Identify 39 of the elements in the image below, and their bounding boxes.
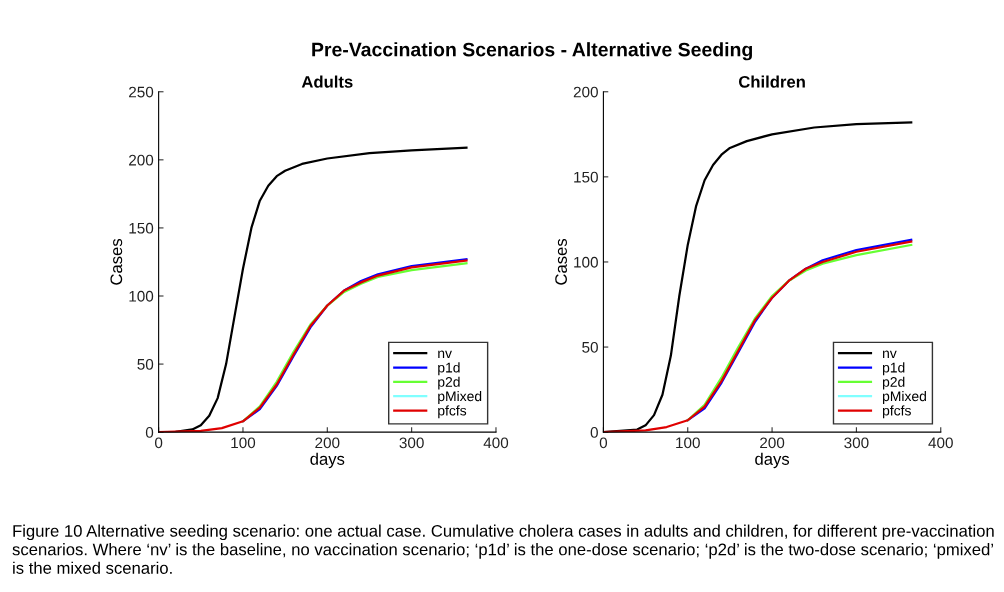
legend-label: p2d [882,376,905,390]
x-axis-title: days [755,452,790,469]
x-tick-label: 400 [928,437,953,449]
y-tick-label: 100 [129,290,154,302]
chart-title: Children [738,75,805,88]
y-tick-label: 0 [145,427,154,438]
y-tick-label: 200 [573,86,598,98]
y-tick-label: 150 [129,222,154,234]
legend-label: pMixed [438,390,482,404]
y-tick-label: 50 [137,358,154,370]
x-tick-label: 0 [599,437,608,449]
caption: Figure 10 Alternative seeding scenario: one actual case. Cumulative cholera cases in adults and children, for different pre-vaccination scenarios. Where ‘nv’ is the baseline, no vaccination scenario; ‘p1d’ is the one-dose scenario; ‘p2d’ is the two-dose scenario; ‘pmixed’ is the mixed scenario. [12,524,994,574]
y-tick-label: 100 [574,256,598,268]
y-tick-label: 50 [582,341,598,353]
y-tick-label: 150 [574,171,598,183]
legend-label: p1d [438,362,460,376]
y-tick-label: 250 [129,86,154,98]
x-tick-label: 400 [483,437,509,449]
x-tick-label: 100 [676,437,700,449]
y-tick-label: 200 [129,154,154,166]
x-tick-label: 300 [399,437,424,449]
x-tick-label: 100 [231,437,256,449]
y-tick-label: 0 [590,427,598,438]
legend-label: p1d [882,362,905,376]
legend-label: pfcfs [438,405,467,419]
x-tick-label: 200 [315,437,340,449]
y-axis-title: Cases [110,238,123,285]
chart-title: Adults [301,75,353,88]
legend-label: pMixed [882,390,926,404]
legend-label: nv [883,350,897,359]
x-tick-label: 300 [844,437,869,449]
x-tick-label: 0 [154,437,163,449]
y-axis-title: Cases [555,238,567,285]
legend-label: nv [438,350,452,359]
legend-label: pfcfs [882,405,911,419]
legend-label: p2d [438,376,460,390]
x-axis-title: days [310,452,345,469]
text: Pre-Vaccination Scenarios - Alternative Seeding [312,42,752,61]
x-tick-label: 200 [760,437,785,449]
